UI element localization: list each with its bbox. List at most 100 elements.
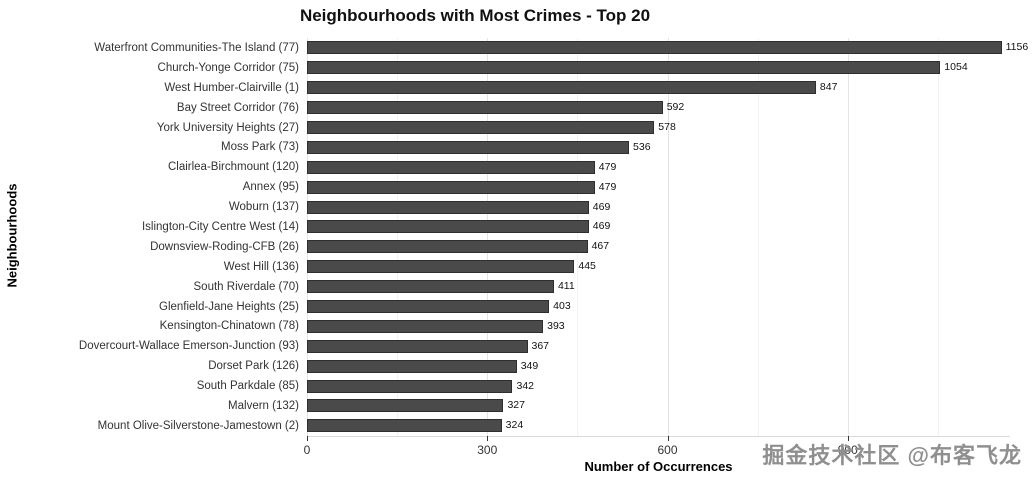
bar-track: 411 <box>307 280 1010 294</box>
bar-track: 469 <box>307 200 1010 214</box>
value-label: 479 <box>598 180 617 193</box>
category-label: Dovercourt-Wallace Emerson-Junction (93) <box>78 340 299 353</box>
value-label: 469 <box>592 220 611 233</box>
bar-track: 367 <box>307 339 1010 353</box>
category-label: Mount Olive-Silverstone-Jamestown (2) <box>97 419 299 432</box>
bar <box>307 339 528 353</box>
bar-track: 592 <box>307 101 1010 115</box>
category-label: Woburn (137) <box>228 201 299 214</box>
bar-track: 403 <box>307 300 1010 314</box>
bar <box>307 419 502 433</box>
value-label: 367 <box>531 339 550 352</box>
bar <box>307 399 504 413</box>
category-label: Glenfield-Jane Heights (25) <box>159 300 299 313</box>
bar-row: Malvern (132) 327 <box>40 396 1010 415</box>
bar-row: West Humber-Clairville (1) 847 <box>40 78 1010 97</box>
bar-track: 1156 <box>307 41 1028 55</box>
value-label: 479 <box>598 160 617 173</box>
bar <box>307 300 550 314</box>
bar <box>307 319 544 333</box>
chart-title: Neighbourhoods with Most Crimes - Top 20 <box>299 6 651 25</box>
category-label: West Hill (136) <box>223 260 299 273</box>
bar-row: Moss Park (73) 536 <box>40 138 1010 157</box>
grid-line-major <box>667 38 669 436</box>
bar-row: Dovercourt-Wallace Emerson-Junction (93)… <box>40 337 1010 356</box>
bar-track: 536 <box>307 140 1010 154</box>
bar-track: 578 <box>307 121 1010 134</box>
bar-row: South Riverdale (70) 411 <box>40 277 1010 296</box>
value-label: 592 <box>666 101 685 114</box>
bar-track: 327 <box>307 399 1010 413</box>
bar-track: 445 <box>307 260 1010 274</box>
category-label: Kensington-Chinatown (78) <box>159 320 299 333</box>
category-label: Downsview-Roding-CFB (26) <box>150 240 299 253</box>
x-tick-label: 900 <box>837 443 858 457</box>
x-tick-mark <box>487 436 489 441</box>
category-label: Moss Park (73) <box>221 141 299 154</box>
value-label: 393 <box>547 319 565 332</box>
category-label: York University Heights (27) <box>156 121 299 134</box>
x-tick-label: 600 <box>657 443 678 457</box>
bar-row: Glenfield-Jane Heights (25) 403 <box>40 297 1010 316</box>
bar-track: 469 <box>307 220 1010 234</box>
value-label: 578 <box>658 121 676 133</box>
bar-row: Waterfront Communities-The Island (77) 11… <box>40 38 1028 57</box>
category-label: South Riverdale (70) <box>193 280 299 293</box>
bar <box>307 41 1002 55</box>
bar <box>307 280 554 294</box>
bar <box>307 160 595 174</box>
bar <box>307 379 513 393</box>
x-tick-mark <box>667 436 669 441</box>
grid-line-major <box>847 38 849 436</box>
category-label: West Humber-Clairville (1) <box>164 81 299 94</box>
x-tick-label: 300 <box>477 443 498 457</box>
category-label: Islington-City Centre West (14) <box>141 220 299 233</box>
bar <box>307 61 941 75</box>
x-tick-label: 0 <box>303 443 311 457</box>
value-label: 467 <box>591 240 610 253</box>
x-tick-mark <box>307 436 308 441</box>
category-label: Church-Yonge Corridor (75) <box>157 61 299 74</box>
grid-line-minor <box>577 38 579 436</box>
bar-row: Church-Yonge Corridor (75) 1054 <box>40 58 1010 77</box>
value-label: 411 <box>557 280 575 293</box>
bar-track: 342 <box>307 379 1010 393</box>
bar-row: Islington-City Centre West (14) 469 <box>40 217 1010 236</box>
bar-row: York University Heights (27) 578 <box>40 118 1010 137</box>
grid-line-minor <box>937 38 939 436</box>
bar <box>307 359 517 373</box>
bar-row: Mount Olive-Silverstone-Jamestown (2) 324 <box>40 416 1010 435</box>
value-label: 342 <box>516 379 535 392</box>
value-label: 1054 <box>944 61 968 74</box>
bar-row: Annex (95) 479 <box>40 178 1010 197</box>
bar-row: West Hill (136) 445 <box>40 257 1010 276</box>
bar-track: 324 <box>307 419 1010 433</box>
bar-row: Downsview-Roding-CFB (26) 467 <box>40 237 1010 256</box>
bar-track: 847 <box>307 81 1010 95</box>
bar <box>307 200 589 214</box>
bar-track: 467 <box>307 240 1010 254</box>
category-label: Waterfront Communities-The Island (77) <box>94 41 299 54</box>
bar-row: Woburn (137) 469 <box>40 198 1010 217</box>
category-label: Bay Street Corridor (76) <box>176 101 299 114</box>
watermark-text: 掘金技术社区 @布客飞龙 <box>762 443 1022 468</box>
value-label: 445 <box>578 260 596 273</box>
bar <box>307 220 589 234</box>
category-label: Clairlea-Birchmount (120) <box>167 161 299 174</box>
category-label: Dorset Park (126) <box>208 360 299 373</box>
value-label: 1156 <box>1005 41 1029 54</box>
bar <box>307 260 575 274</box>
x-tick-mark <box>847 436 849 441</box>
bar-track: 479 <box>307 180 1010 194</box>
grid-line-minor <box>397 38 399 436</box>
bar-row: Clairlea-Birchmount (120) 479 <box>40 158 1010 177</box>
bar <box>307 81 816 95</box>
grid-line-major <box>307 38 308 436</box>
bar <box>307 180 595 194</box>
bar <box>307 240 588 254</box>
y-axis-title: Neighbourhoods <box>4 183 20 288</box>
value-label: 847 <box>819 81 838 94</box>
bar-row: Bay Street Corridor (76) 592 <box>40 98 1010 117</box>
bar-row: Kensington-Chinatown (78) 393 <box>40 317 1010 336</box>
value-label: 349 <box>520 359 539 372</box>
